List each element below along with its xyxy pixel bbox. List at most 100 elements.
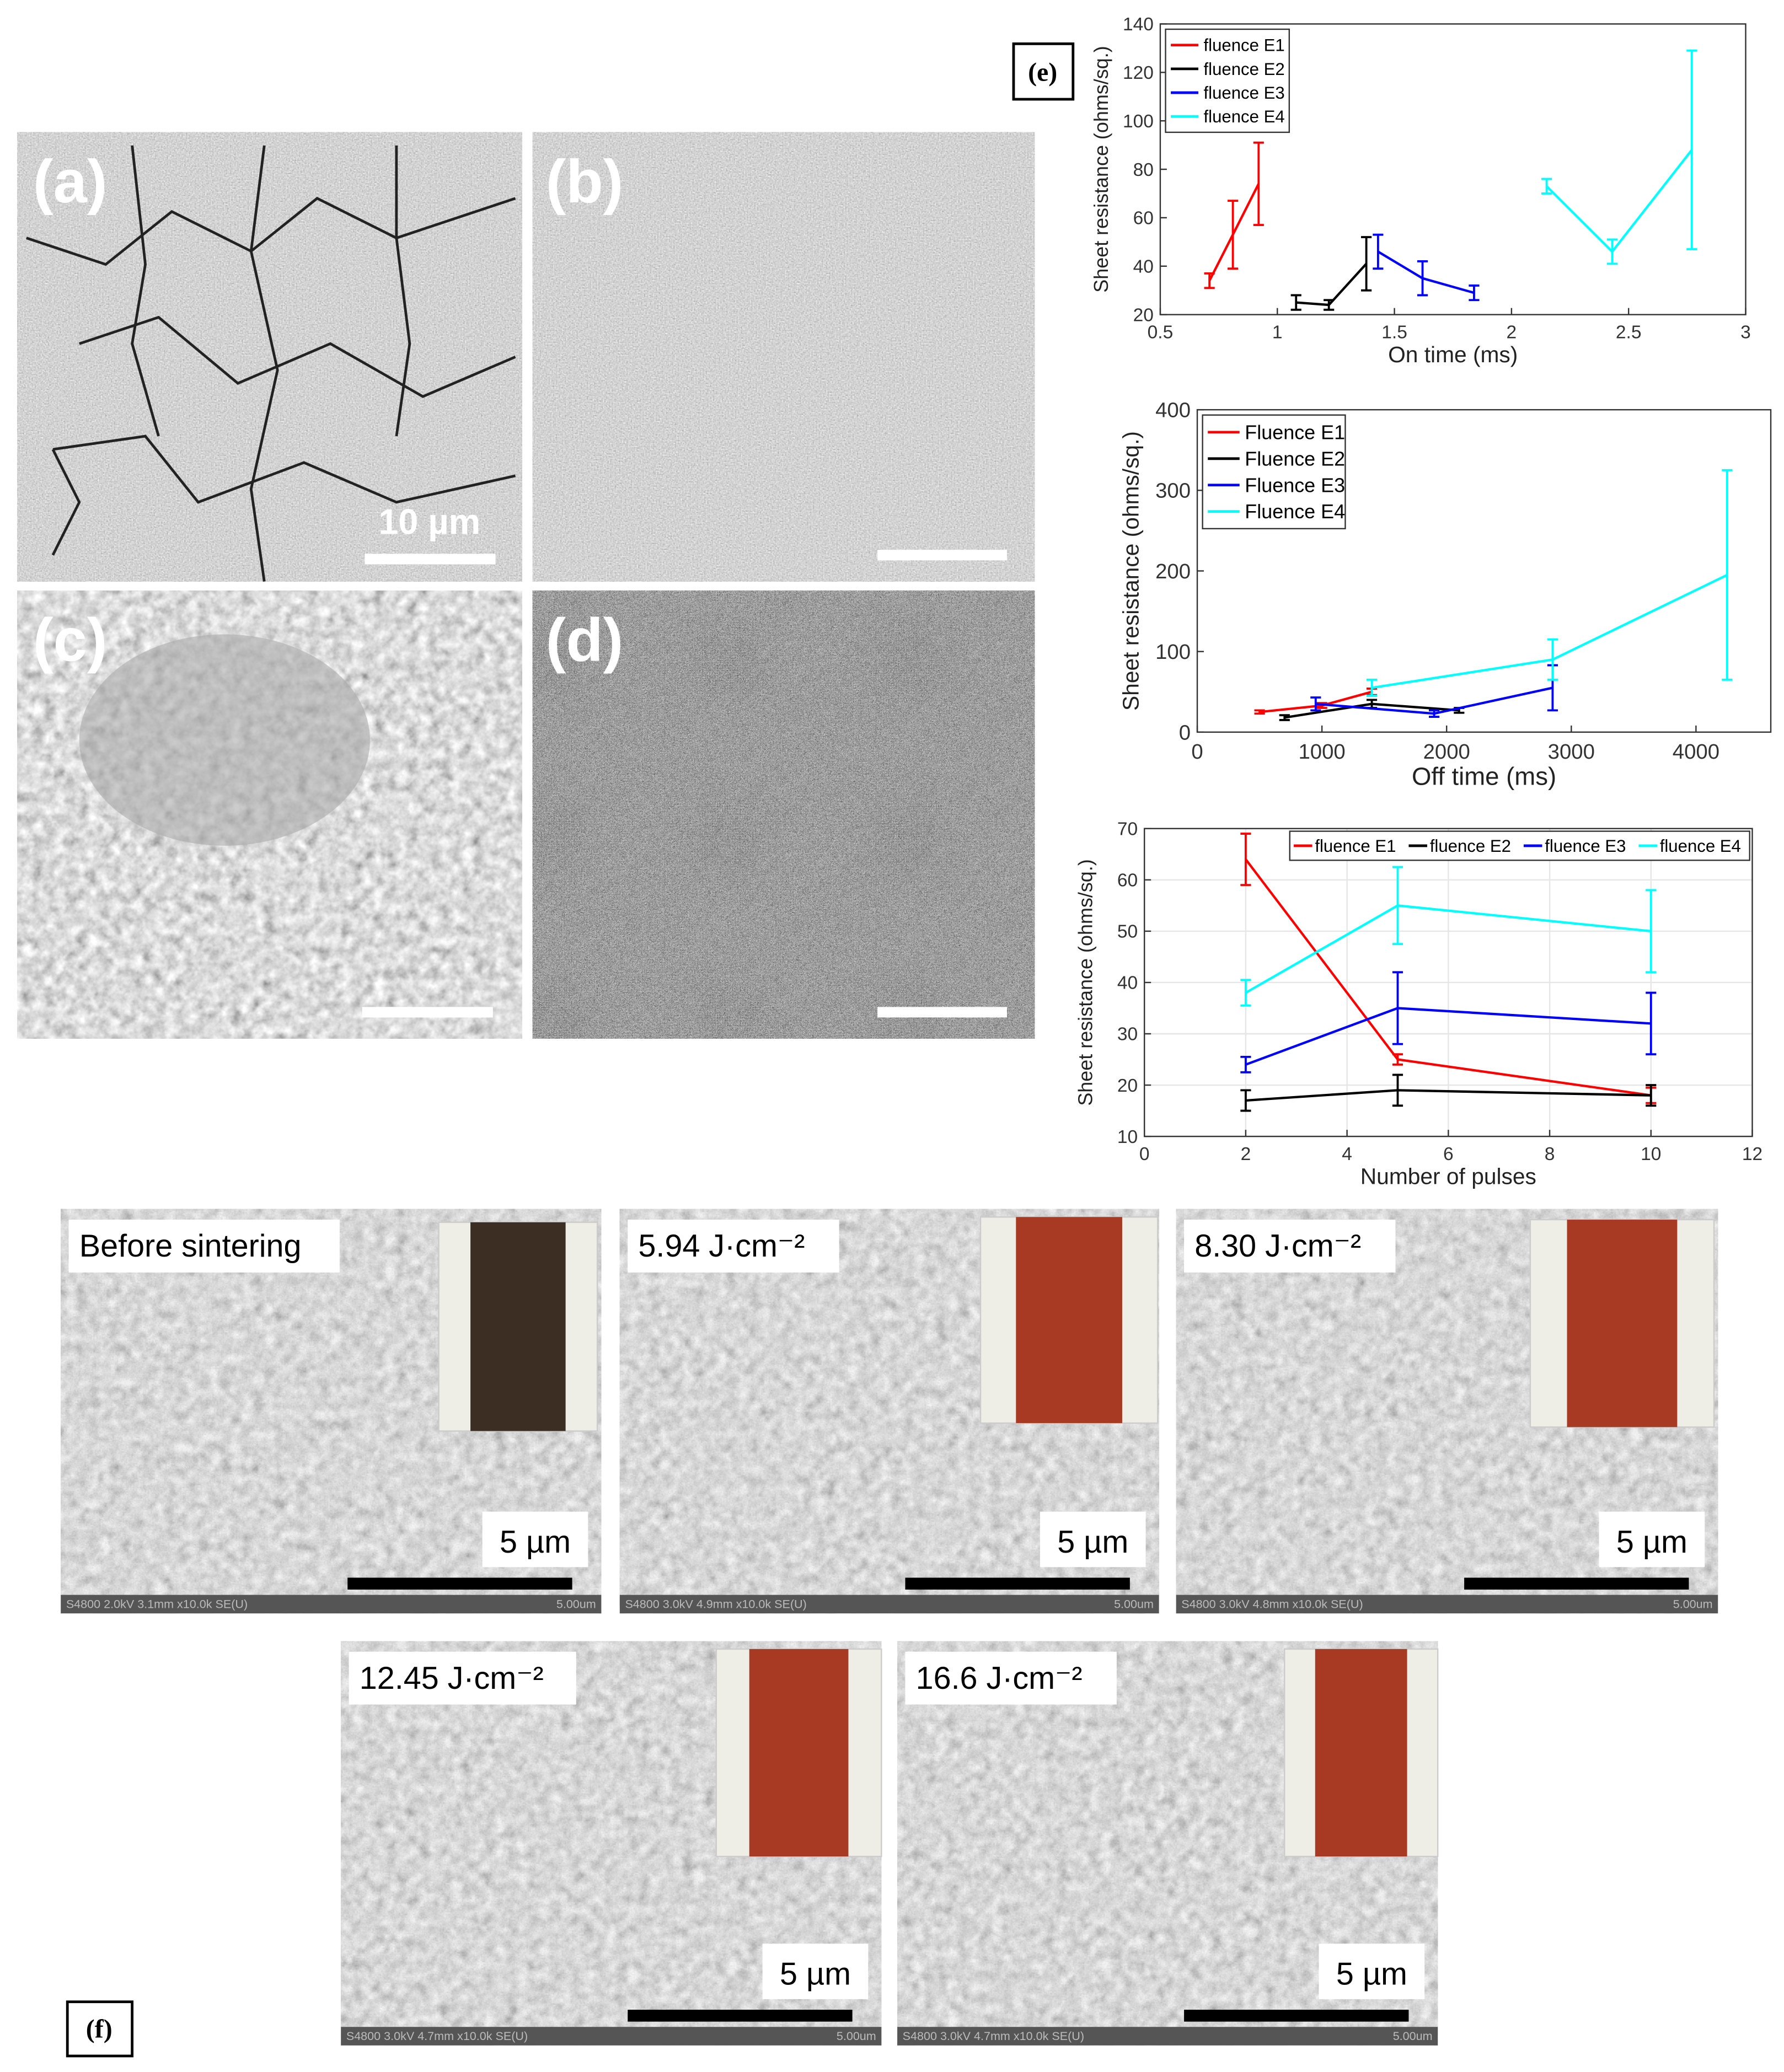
error-bar	[1392, 1073, 1403, 1107]
footer-text: S4800 3.0kV 4.7mm x10.0k SE(U)	[346, 2029, 528, 2043]
y-tick-label: 0	[1179, 721, 1191, 744]
sem-panel-b: (b)	[532, 132, 1035, 582]
sinter-panels: S4800 2.0kV 3.1mm x10.0k SE(U) 5.00um Befo…	[61, 1209, 1718, 2046]
footer-scale: 5.00um	[1673, 1597, 1713, 1611]
scale-bar	[362, 1007, 493, 1018]
y-axis-label: Sheet resistance (ohms/sq.)	[1074, 859, 1096, 1105]
scale-bg	[762, 1944, 869, 1999]
error-bar	[1686, 49, 1697, 250]
error-bar	[1240, 979, 1251, 1007]
footer-scale: 5.00um	[837, 2029, 876, 2043]
inset-strip	[1567, 1220, 1678, 1427]
condition-label: 8.30 J·cm⁻²	[1194, 1228, 1361, 1264]
sem-panel-c: (c)	[17, 591, 522, 1039]
scale-bar	[1184, 2010, 1409, 2022]
footer-text: S4800 2.0kV 3.1mm x10.0k SE(U)	[66, 1597, 248, 1611]
x-tick-label: 2	[1241, 1144, 1251, 1164]
error-bar	[1429, 709, 1440, 718]
footer-text: S4800 3.0kV 4.7mm x10.0k SE(U)	[903, 2029, 1084, 2043]
y-tick-label: 120	[1123, 63, 1154, 83]
legend-label: fluence E1	[1204, 36, 1285, 55]
error-bar	[1361, 236, 1372, 292]
x-tick-label: 2000	[1423, 740, 1470, 764]
error-bar	[1373, 233, 1384, 270]
label-bg	[349, 1651, 576, 1705]
sinter-panel: S4800 3.0kV 4.9mm x10.0k SE(U) 5.00um 5.94…	[619, 1209, 1159, 1614]
y-tick-label: 10	[1117, 1127, 1138, 1147]
error-bar	[1646, 991, 1657, 1056]
footer-text: S4800 3.0kV 4.9mm x10.0k SE(U)	[625, 1597, 806, 1611]
x-tick-label: 2	[1507, 323, 1517, 343]
sem-image	[532, 132, 1035, 582]
footer-strip	[341, 2027, 882, 2046]
chart: 10 20 30 40 50 60 70 0 2 4 6 8 10 12 Number of pulses S…	[1074, 819, 1762, 1189]
y-tick-label: 400	[1155, 399, 1191, 422]
scale-bar	[877, 1007, 1007, 1018]
sinter-panel: S4800 3.0kV 4.7mm x10.0k SE(U) 5.00um 12.4…	[341, 1641, 882, 2046]
footer-strip	[897, 2027, 1438, 2046]
x-tick-label: 4000	[1673, 740, 1719, 764]
inset-strip	[1315, 1649, 1407, 1857]
x-tick-label: 0	[1139, 1144, 1150, 1164]
error-bar	[1366, 678, 1378, 697]
condition-label: 12.45 J·cm⁻²	[360, 1661, 544, 1696]
x-tick-label: 6	[1443, 1144, 1454, 1164]
plot-frame	[1196, 409, 1772, 733]
footer-text: S4800 3.0kV 4.8mm x10.0k SE(U)	[1181, 1597, 1363, 1611]
scale-bar	[365, 554, 496, 565]
label-bg	[68, 1220, 340, 1273]
error-bar	[1240, 1089, 1251, 1112]
y-tick-label: 40	[1133, 256, 1154, 277]
y-tick-label: 300	[1155, 479, 1191, 503]
legend-label: fluence E4	[1204, 107, 1285, 126]
error-bar	[1722, 469, 1733, 681]
y-axis-label: Sheet resistance (ohms/sq.)	[1090, 46, 1112, 292]
y-tick-label: 30	[1117, 1024, 1138, 1045]
legend-label: fluence E3	[1545, 836, 1626, 856]
y-tick-label: 140	[1123, 14, 1154, 35]
y-tick-label: 60	[1133, 208, 1154, 229]
error-bar	[1541, 178, 1552, 195]
error-bar	[1204, 272, 1215, 289]
y-axis-label: Sheet resistance (ohms/sq.)	[1118, 431, 1144, 711]
condition-label: Before sintering	[79, 1228, 302, 1264]
scale-label: 5 µm	[780, 1957, 851, 1992]
scale-bg	[482, 1511, 588, 1568]
legend-label: Fluence E4	[1245, 500, 1345, 523]
legend-label: fluence E3	[1204, 83, 1285, 103]
footer-strip	[619, 1595, 1159, 1614]
panel-label: (e)	[1028, 57, 1057, 87]
error-bar	[1646, 889, 1657, 974]
label-bg	[905, 1651, 1117, 1705]
scale-bar	[1464, 1577, 1689, 1590]
scale-bar	[905, 1577, 1130, 1590]
footer-strip	[1176, 1595, 1718, 1614]
error-bar	[1392, 1053, 1403, 1066]
legend-label: fluence E4	[1660, 836, 1741, 856]
x-tick-label: 0	[1191, 740, 1203, 764]
legend-label: fluence E2	[1430, 836, 1511, 856]
x-tick-label: 12	[1742, 1144, 1762, 1164]
sinter-panel: S4800 3.0kV 4.8mm x10.0k SE(U) 5.00um 8.30…	[1176, 1209, 1718, 1614]
error-bar	[1253, 141, 1264, 226]
panel-label: (c)	[33, 606, 108, 674]
label-box	[66, 2000, 134, 2058]
label-bg	[1184, 1220, 1396, 1273]
y-tick-label: 20	[1133, 305, 1154, 325]
error-bar	[1324, 299, 1335, 311]
panel-label: (f)	[86, 2014, 112, 2043]
y-tick-label: 20	[1117, 1076, 1138, 1096]
legend-box	[1202, 414, 1346, 530]
footer-scale: 5.00um	[1393, 2029, 1433, 2043]
x-tick-label: 10	[1641, 1144, 1661, 1164]
error-bar	[1392, 971, 1403, 1045]
sinter-panel: S4800 3.0kV 4.7mm x10.0k SE(U) 5.00um 16.6…	[897, 1641, 1439, 2046]
y-tick-label: 100	[1123, 111, 1154, 132]
legend-label: Fluence E3	[1245, 474, 1345, 496]
sem-panel-d: (d)	[532, 591, 1035, 1039]
scale-label: 10 µm	[378, 501, 480, 541]
footer-scale: 5.00um	[1114, 1597, 1154, 1611]
